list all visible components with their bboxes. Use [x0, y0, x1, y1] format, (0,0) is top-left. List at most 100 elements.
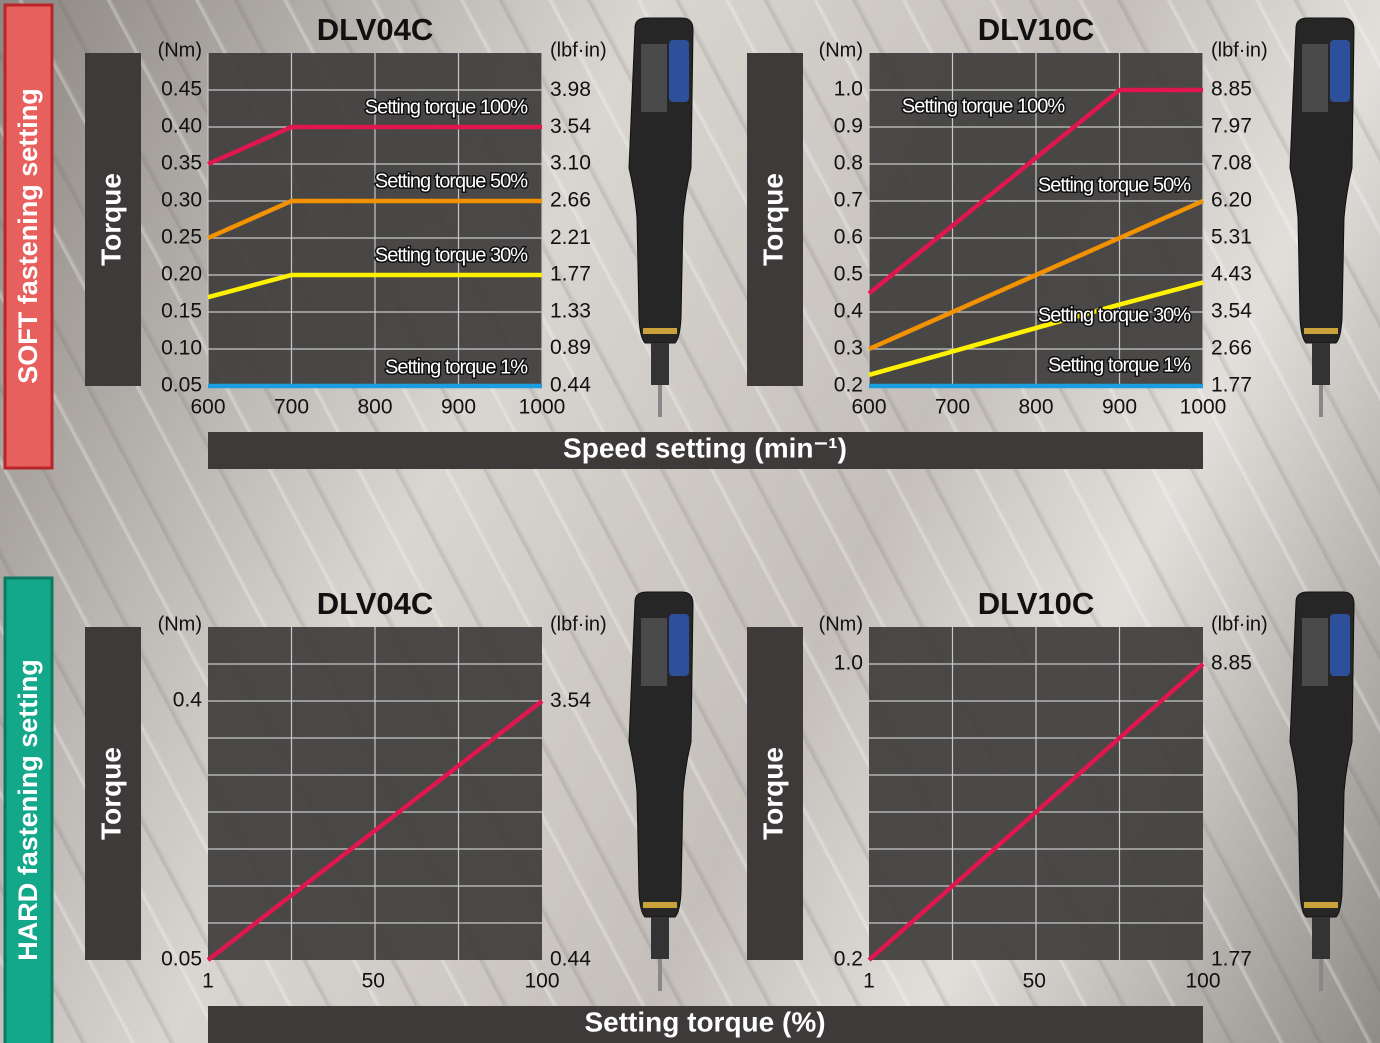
- tool-ring: [1304, 902, 1338, 908]
- x-tick-label: 600: [190, 396, 225, 419]
- y-tick-label: 0.45: [161, 78, 202, 101]
- y-tick-label: 0.9: [834, 115, 863, 138]
- series-line: [867, 662, 1205, 962]
- y2-tick-label: 4.43: [1211, 262, 1252, 285]
- tool-ring: [643, 328, 677, 334]
- tool-image: [1289, 17, 1355, 417]
- y2-tick-label: 0.44: [550, 374, 591, 397]
- y-tick-label: 0.30: [161, 189, 202, 212]
- y2-tick-label: 1.77: [1211, 948, 1252, 971]
- x-tick-label: 1000: [1180, 396, 1227, 419]
- y2-unit: (lbf·in): [550, 39, 607, 61]
- y-axis-label: Torque: [95, 747, 126, 840]
- tool-panel: [669, 614, 689, 676]
- y-label-box: [747, 53, 803, 386]
- y-axis-label: Torque: [95, 173, 126, 266]
- y-tick-label: 0.2: [834, 948, 863, 971]
- y2-unit: (lbf·in): [550, 613, 607, 635]
- series-label: Setting torque 1%: [385, 356, 528, 378]
- series-label: Setting torque 100%: [365, 96, 528, 118]
- y-tick-label: 0.05: [161, 374, 202, 397]
- tool-image: [628, 591, 694, 991]
- tool-ring: [643, 902, 677, 908]
- y2-tick-label: 5.31: [1211, 226, 1252, 249]
- y-tick-label: 1.0: [834, 78, 863, 101]
- y-tick-label: 1.0: [834, 652, 863, 675]
- y-unit: (Nm): [819, 39, 863, 61]
- x-tick-label: 50: [1023, 970, 1046, 993]
- tool-sticker: [641, 618, 667, 686]
- y2-tick-label: 7.08: [1211, 152, 1252, 175]
- tool-panel: [1330, 40, 1350, 102]
- tool-sticker: [1302, 44, 1328, 112]
- y2-tick-label: 3.98: [550, 78, 591, 101]
- chart-title: DLV10C: [978, 12, 1095, 47]
- y-tick-label: 0.15: [161, 300, 202, 323]
- y2-tick-label: 0.89: [550, 336, 591, 359]
- x-tick-label: 900: [1102, 396, 1137, 419]
- y2-tick-label: 1.77: [1211, 374, 1252, 397]
- y-unit: (Nm): [158, 39, 202, 61]
- y2-tick-label: 1.33: [550, 299, 591, 322]
- series-line: [868, 198, 1204, 352]
- y2-tick-label: 3.54: [550, 689, 591, 712]
- chart-title: DLV10C: [978, 586, 1095, 621]
- x-axis-label: Speed setting (min⁻¹): [563, 432, 847, 463]
- tool-bit: [1319, 385, 1323, 417]
- tool-nose: [651, 343, 669, 385]
- x-tick-label: 1: [202, 970, 214, 993]
- x-tick-label: 700: [274, 396, 309, 419]
- series-line: [207, 198, 542, 241]
- tool-sticker: [641, 44, 667, 112]
- y-tick-label: 0.8: [834, 152, 863, 175]
- y-axis-label: Torque: [757, 173, 788, 266]
- x-tick-label: 700: [935, 396, 970, 419]
- y-label-box: [747, 627, 803, 960]
- series-line: [206, 699, 544, 962]
- y2-tick-label: 3.54: [550, 115, 591, 138]
- x-label-band: [208, 1006, 1203, 1043]
- y2-tick-label: 2.66: [550, 188, 591, 211]
- series-label: Setting torque 1%: [1048, 354, 1191, 376]
- x-tick-label: 50: [362, 970, 385, 993]
- tool-bit: [658, 385, 662, 417]
- x-label-band: [208, 432, 1203, 469]
- tool-nose: [1312, 343, 1330, 385]
- chart-title: DLV04C: [317, 12, 434, 47]
- series-label: Setting torque 50%: [375, 170, 528, 192]
- y-tick-label: 0.5: [834, 263, 863, 286]
- hard-side-bar: [3, 576, 54, 1043]
- x-axis-label: Setting torque (%): [584, 1006, 825, 1037]
- y-tick-label: 0.4: [834, 300, 864, 323]
- side-label: SOFT fastening setting: [13, 88, 43, 384]
- x-tick-label: 100: [1185, 970, 1220, 993]
- y2-tick-label: 2.21: [550, 226, 591, 249]
- y-tick-label: 0.40: [161, 115, 202, 138]
- y-tick-label: 0.25: [161, 226, 202, 249]
- tool-nose: [651, 917, 669, 959]
- series-line: [867, 87, 1203, 296]
- y-tick-label: 0.2: [834, 374, 863, 397]
- tool-image: [628, 17, 694, 417]
- chart-title: DLV04C: [317, 586, 434, 621]
- y2-tick-label: 6.20: [1211, 188, 1252, 211]
- soft-side-bar: [3, 3, 54, 470]
- y-tick-label: 0.6: [834, 226, 863, 249]
- y-tick-label: 0.7: [834, 189, 863, 212]
- y2-tick-label: 1.77: [550, 263, 591, 286]
- y2-tick-label: 3.10: [550, 152, 591, 175]
- series-label: Setting torque 100%: [902, 95, 1065, 117]
- x-tick-label: 100: [524, 970, 559, 993]
- y2-tick-label: 8.85: [1211, 78, 1252, 101]
- x-tick-label: 800: [357, 396, 392, 419]
- tool-panel: [669, 40, 689, 102]
- x-tick-label: 600: [851, 396, 886, 419]
- x-tick-label: 800: [1018, 396, 1053, 419]
- y-tick-label: 0.05: [161, 948, 202, 971]
- y2-tick-label: 8.85: [1211, 652, 1252, 675]
- y-unit: (Nm): [158, 613, 202, 635]
- y2-tick-label: 2.66: [1211, 336, 1252, 359]
- tool-bit: [1319, 959, 1323, 991]
- y-label-box: [85, 53, 141, 386]
- tool-sticker: [1302, 618, 1328, 686]
